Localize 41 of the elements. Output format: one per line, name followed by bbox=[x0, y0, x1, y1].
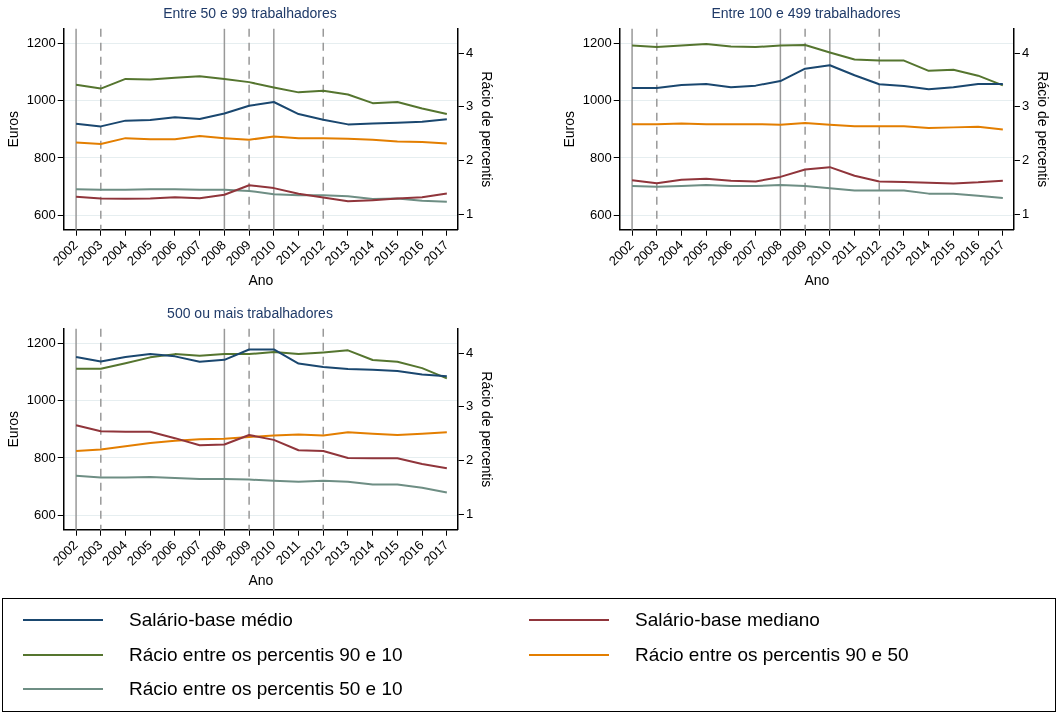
y-tick-label: 1200 bbox=[582, 34, 612, 50]
y-tick-label: 1000 bbox=[582, 92, 612, 108]
legend-label: Rácio entre os percentis 90 e 10 bbox=[129, 643, 403, 666]
y2-tick-label: 1 bbox=[1021, 206, 1030, 222]
y2-tick-label: 2 bbox=[1021, 152, 1030, 168]
y2-tick-label: 4 bbox=[465, 344, 474, 360]
y-tick-label: 1000 bbox=[26, 392, 56, 408]
y-tick-label: 800 bbox=[34, 149, 56, 165]
chart-title: Entre 50 e 99 trabalhadores bbox=[163, 5, 337, 22]
chart-title: 500 ou mais trabalhadores bbox=[167, 305, 333, 322]
y2-tick-label: 2 bbox=[465, 452, 474, 468]
y-tick-label: 1200 bbox=[26, 34, 56, 50]
y-tick-label: 1200 bbox=[26, 334, 56, 350]
y2-tick-label: 4 bbox=[1021, 44, 1030, 60]
y-axis-title: Euros bbox=[5, 110, 22, 148]
y-axis-title: Euros bbox=[5, 410, 22, 448]
y-tick-label: 800 bbox=[34, 449, 56, 465]
legend-label: Salário-base mediano bbox=[635, 609, 820, 631]
y2-tick-label: 2 bbox=[465, 152, 474, 168]
chart-title: Entre 100 e 499 trabalhadores bbox=[711, 5, 901, 22]
y2-tick-label: 3 bbox=[465, 398, 474, 414]
y-tick-label: 600 bbox=[590, 206, 612, 222]
y2-tick-label: 4 bbox=[465, 44, 474, 60]
x-axis-title: Ano bbox=[248, 272, 274, 289]
legend-label: Rácio entre os percentis 50 e 10 bbox=[129, 678, 403, 701]
y2-tick-label: 1 bbox=[465, 206, 474, 222]
y-tick-label: 1000 bbox=[26, 92, 56, 108]
y-tick-label: 600 bbox=[34, 506, 56, 522]
y2-axis-title: Rácio de percentis bbox=[478, 71, 495, 188]
y2-tick-label: 1 bbox=[465, 506, 474, 522]
legend-label: Rácio entre os percentis 90 e 50 bbox=[635, 643, 909, 666]
y-tick-label: 600 bbox=[34, 206, 56, 222]
y2-axis-title: Rácio de percentis bbox=[1034, 71, 1051, 188]
x-axis-title: Ano bbox=[248, 572, 274, 589]
y-axis-title: Euros bbox=[561, 110, 578, 148]
x-axis-title: Ano bbox=[804, 272, 830, 289]
y2-axis-title: Rácio de percentis bbox=[478, 371, 495, 488]
y-tick-label: 800 bbox=[590, 149, 612, 165]
legend-label: Salário-base médio bbox=[129, 609, 293, 631]
y2-tick-label: 3 bbox=[1021, 98, 1030, 114]
y2-tick-label: 3 bbox=[465, 98, 474, 114]
